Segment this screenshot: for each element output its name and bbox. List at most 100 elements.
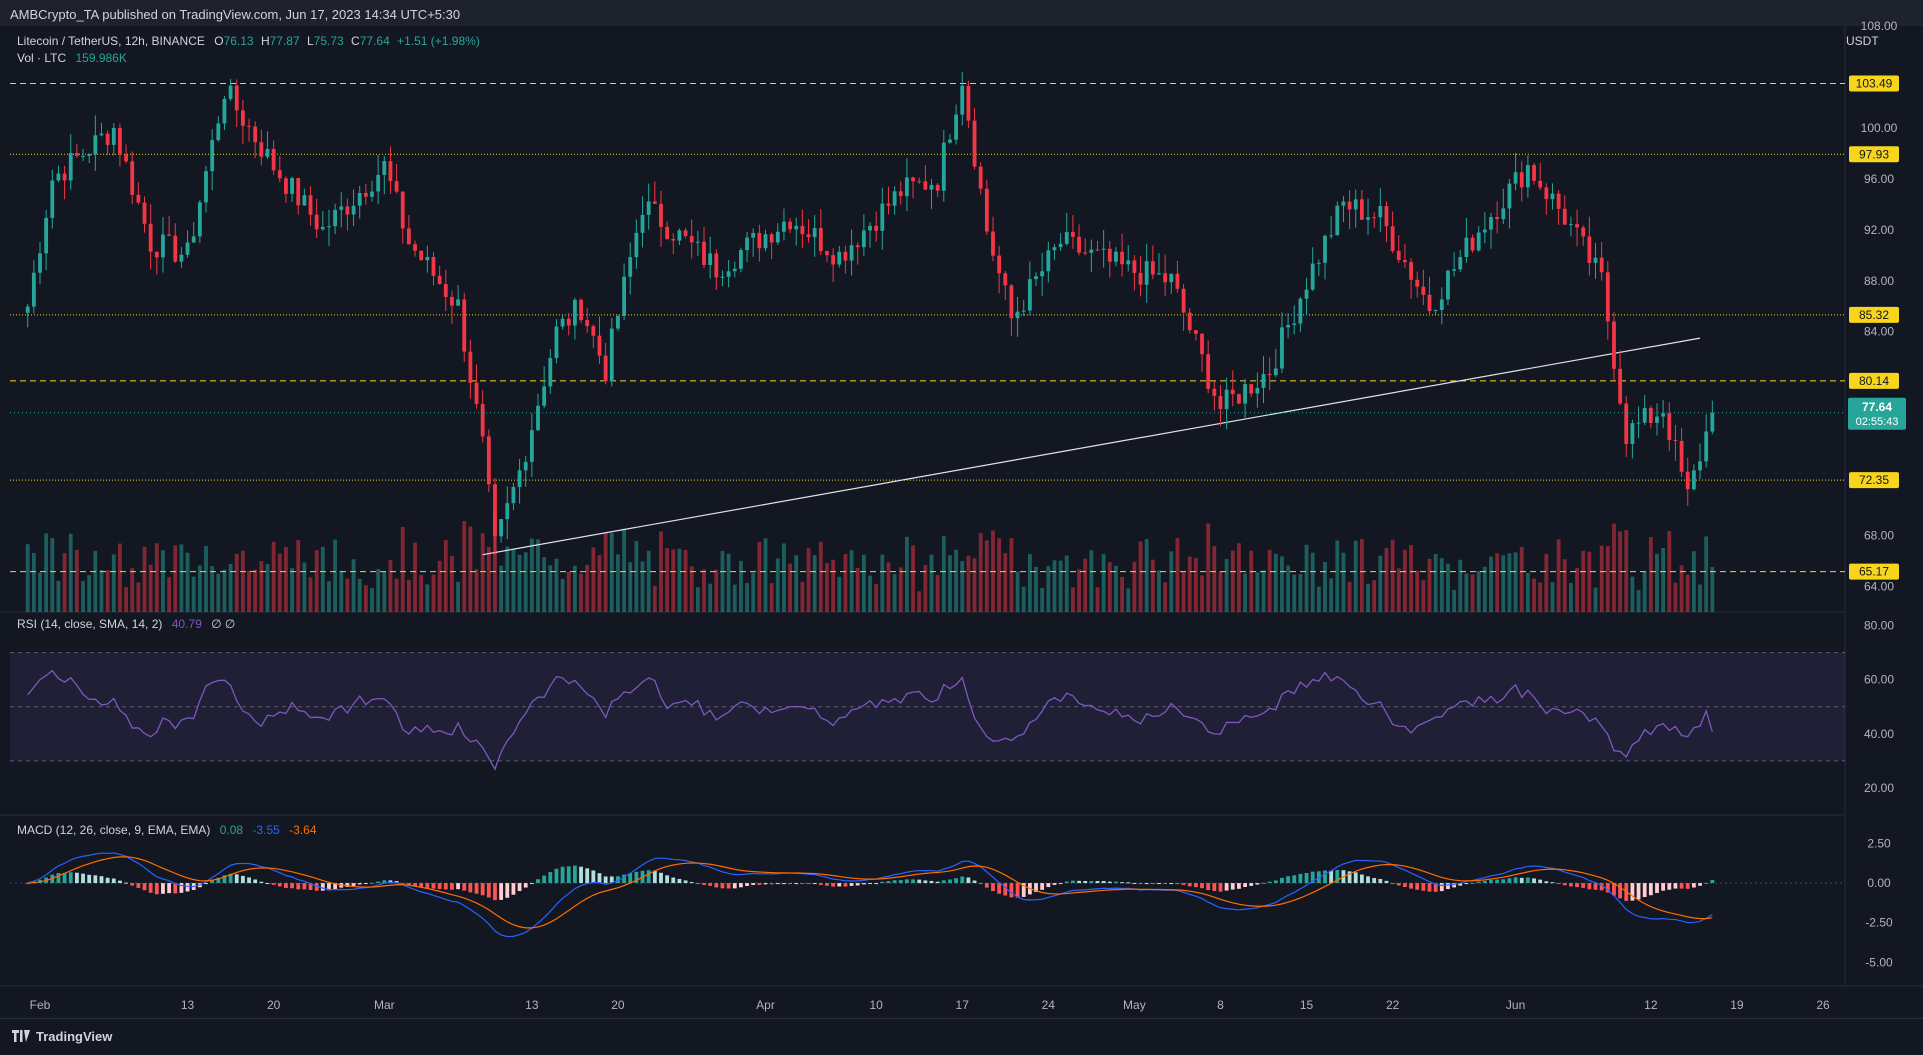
macd-hist-bar <box>1286 876 1291 884</box>
candle-body <box>1200 333 1204 355</box>
volume-bar <box>812 555 817 612</box>
volume-bar <box>1433 553 1438 612</box>
volume-bar <box>548 565 553 612</box>
macd-hist-bar <box>161 883 165 894</box>
macd-hist-bar <box>1224 883 1229 891</box>
candle-body <box>560 318 565 327</box>
tradingview-brand: TradingView <box>36 1029 113 1044</box>
volume-bar <box>1316 586 1321 612</box>
volume-bar <box>419 575 424 612</box>
volume-bar <box>818 541 823 612</box>
macd-hist-bar <box>1138 883 1143 885</box>
candle-body <box>1439 299 1444 310</box>
macd-hist-bar <box>591 870 596 884</box>
candle-body <box>1163 273 1168 283</box>
currency-label: USDT <box>1846 34 1879 48</box>
macd-hist-bar <box>99 876 104 884</box>
macd-hist-bar <box>290 883 294 889</box>
candle-body <box>1316 262 1321 264</box>
macd-hist-bar <box>861 883 866 885</box>
macd-hist-bar <box>1581 883 1586 888</box>
macd-hist-bar <box>1372 878 1377 884</box>
volume-bar <box>50 538 55 612</box>
time-tick: 12 <box>1644 998 1658 1012</box>
macd-hist-bar <box>800 883 805 885</box>
candle-body <box>1286 324 1291 328</box>
macd-hist-bar <box>1200 883 1204 889</box>
macd-hist-bar <box>1064 881 1069 884</box>
volume-bar <box>431 574 436 612</box>
volume-bar <box>523 552 528 612</box>
candle-body <box>566 318 571 326</box>
candle-body <box>794 225 799 230</box>
macd-hist-bar <box>1384 880 1389 884</box>
candle-body <box>1132 260 1137 273</box>
volume-bar <box>1550 582 1555 612</box>
macd-hist-bar <box>923 880 928 884</box>
volume-bar <box>1212 546 1217 612</box>
macd-hist-bar <box>1636 883 1641 900</box>
candle-body <box>87 154 92 156</box>
candle-body <box>1464 237 1469 257</box>
volume-bar <box>247 570 251 612</box>
macd-hist-bar <box>480 883 485 896</box>
volume-bar <box>179 544 184 612</box>
volume-bar <box>1507 553 1512 612</box>
macd-hist-bar <box>1519 877 1524 884</box>
volume-bar <box>1304 544 1309 612</box>
volume-bar <box>1341 552 1346 612</box>
volume-bar <box>603 532 608 612</box>
time-tick: 15 <box>1300 998 1314 1012</box>
volume-bar <box>1593 587 1598 612</box>
macd-hist-bar <box>234 874 239 884</box>
candle-body <box>1175 273 1180 289</box>
macd-hist-bar <box>1163 883 1168 885</box>
candle-body <box>333 209 338 227</box>
macd-hist-bar <box>1095 881 1100 884</box>
volume-bar <box>806 548 811 612</box>
volume-bar <box>1439 558 1444 612</box>
volume-bar <box>763 538 768 612</box>
candle-body <box>1015 311 1020 319</box>
volume-bar <box>1476 570 1481 612</box>
volume-bar <box>966 555 971 612</box>
candle-body <box>68 152 73 181</box>
volume-bar <box>327 581 331 612</box>
candle-body <box>419 250 424 261</box>
candle-body <box>1021 310 1026 312</box>
volume-bar <box>130 568 135 612</box>
volume-bar <box>499 565 504 612</box>
macd-hist-bar <box>1679 883 1684 889</box>
candle-body <box>1655 416 1659 423</box>
macd-hist-bar <box>1403 883 1407 887</box>
volume-bar <box>161 550 165 612</box>
candle-body <box>966 85 971 121</box>
volume-bar <box>1691 551 1696 612</box>
tradingview-logo[interactable]: TradingView <box>12 1029 112 1044</box>
volume-bar <box>333 539 338 612</box>
candle-body <box>1501 208 1506 220</box>
macd-hist-bar <box>782 883 786 885</box>
volume-bar <box>308 577 313 612</box>
countdown-label: 02:55:43 <box>1856 416 1899 428</box>
macd-hist-bar <box>1691 883 1696 888</box>
volume-bar <box>345 578 350 612</box>
candle-body <box>1157 273 1161 275</box>
macd-hist-bar <box>1187 883 1192 887</box>
macd-hist-bar <box>1710 879 1715 884</box>
macd-hist-bar <box>1569 883 1573 887</box>
volume-bar <box>1298 573 1303 612</box>
candle-body <box>394 181 399 192</box>
volume-bar <box>493 512 497 612</box>
macd-hist-bar <box>874 883 879 885</box>
macd-hist-bar <box>695 883 700 885</box>
macd-hist-bar <box>929 880 934 884</box>
macd-hist-bar <box>1698 883 1702 886</box>
macd-hist-bar <box>886 881 891 884</box>
macd-hist-bar <box>1255 883 1260 885</box>
volume-bar <box>462 521 467 612</box>
level-tag <box>1849 306 1899 323</box>
macd-hist-bar <box>997 883 1002 894</box>
macd-hist-bar <box>1323 870 1327 884</box>
